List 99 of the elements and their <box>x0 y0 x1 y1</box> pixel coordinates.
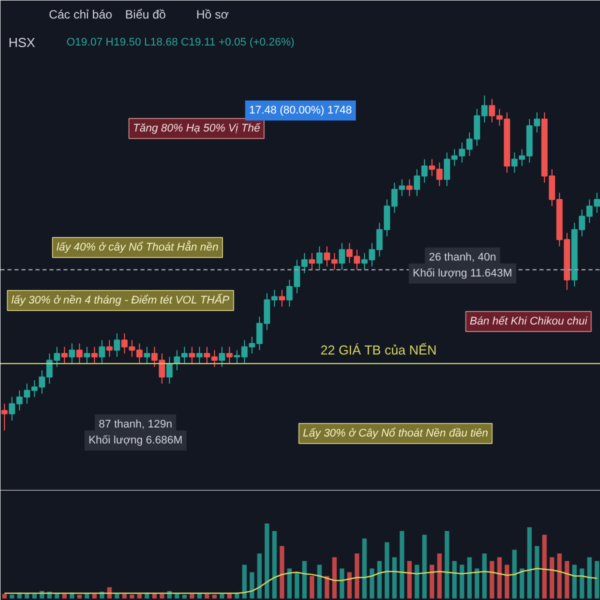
bar <box>257 553 262 598</box>
candlestick <box>226 346 233 364</box>
candlestick <box>61 346 68 364</box>
bar <box>482 553 487 598</box>
annotation: lấy 40% ở cây Nổ Thoát Hẳn nền <box>56 240 218 254</box>
bar <box>280 546 284 598</box>
bar <box>497 557 502 598</box>
bar <box>362 538 367 598</box>
bar <box>520 568 524 598</box>
bar <box>527 527 532 598</box>
bar <box>220 594 224 598</box>
bar <box>594 560 600 598</box>
candlestick <box>98 340 106 364</box>
candlestick <box>188 346 196 364</box>
candlestick <box>316 246 323 270</box>
bar <box>122 594 127 598</box>
bar <box>77 594 82 598</box>
annotation: Khối lượng 11.643M <box>412 268 512 280</box>
bar <box>10 594 14 598</box>
bar <box>287 568 292 598</box>
bar <box>294 572 300 598</box>
bar <box>512 550 517 598</box>
ref-line-label: 22 GIÁ TB của NẾN <box>320 342 437 358</box>
chart-subtitle: O19.07 H19.50 L18.68 C19.11 +0.05 (+0.26%) <box>66 36 294 48</box>
annotation: 17.48 (80.00%) 1748 <box>249 104 352 116</box>
bar <box>332 557 337 598</box>
candlestick <box>144 346 150 364</box>
bar <box>264 523 270 598</box>
bar <box>430 564 434 598</box>
bar <box>32 594 37 598</box>
bar <box>400 530 404 598</box>
bar <box>377 560 382 598</box>
text: Khối lượng 6.686M <box>88 434 183 446</box>
annotation: Tăng 80% Hạ 50% Vị Thế <box>132 122 261 134</box>
annotation: 87 thanh, 129n <box>98 418 172 430</box>
bar <box>92 594 97 598</box>
bar <box>204 594 210 598</box>
annotation: Bán hết Khi Chikou chui <box>470 316 588 328</box>
candlestick <box>106 340 113 358</box>
bar <box>557 553 562 598</box>
bar <box>504 564 510 598</box>
chart-title: HSX <box>8 35 36 50</box>
candlestick <box>76 342 83 364</box>
bar <box>182 594 187 598</box>
bar <box>572 564 577 598</box>
bar <box>490 560 494 598</box>
bar <box>130 594 134 598</box>
bar <box>62 594 67 598</box>
bar <box>452 560 457 598</box>
candlestick <box>68 342 76 364</box>
text: Biểu đồ <box>125 8 166 22</box>
candlestick <box>196 346 203 364</box>
bar <box>534 546 540 598</box>
text: Các chỉ báo <box>48 8 113 22</box>
bar <box>550 557 554 598</box>
bar <box>347 572 352 598</box>
bar <box>310 576 314 598</box>
annotation: lấy 30% ở nền 4 tháng - Điểm tét VOL THẤP <box>11 294 230 306</box>
bar <box>190 594 194 598</box>
bar <box>474 568 480 598</box>
bar <box>437 553 442 598</box>
candlestick <box>338 242 346 270</box>
bar <box>340 568 344 598</box>
bar <box>324 576 330 598</box>
candlestick <box>1 403 8 432</box>
bar <box>580 568 584 598</box>
bar <box>564 560 570 598</box>
candlestick <box>166 356 173 384</box>
bar <box>422 534 427 598</box>
bar <box>317 564 322 598</box>
candlestick <box>218 346 226 368</box>
bar <box>250 572 254 598</box>
bar <box>587 557 592 598</box>
bar <box>542 534 547 598</box>
bar <box>2 594 7 598</box>
bar <box>392 557 397 598</box>
bar <box>460 564 464 598</box>
candlestick <box>308 252 316 270</box>
candlestick <box>91 346 98 364</box>
bar <box>242 564 247 598</box>
candlestick <box>406 178 413 197</box>
candlestick <box>114 332 120 358</box>
bar <box>467 557 472 598</box>
bar <box>160 594 164 598</box>
bar <box>302 560 307 598</box>
text: Hồ sơ <box>196 8 229 22</box>
bar <box>407 560 412 598</box>
bar <box>414 564 420 598</box>
candlestick <box>278 289 286 308</box>
bar <box>384 542 390 598</box>
bar <box>272 530 277 598</box>
annotation: Lấy 30% ở Cây Nổ thoát Nền đầu tiên <box>302 428 488 440</box>
bar <box>370 568 374 598</box>
bar <box>137 594 142 598</box>
bar <box>444 530 450 598</box>
candlestick <box>84 346 90 364</box>
annotation: 26 thanh, 40n <box>428 252 496 264</box>
bar <box>354 553 360 598</box>
bar <box>212 594 217 598</box>
